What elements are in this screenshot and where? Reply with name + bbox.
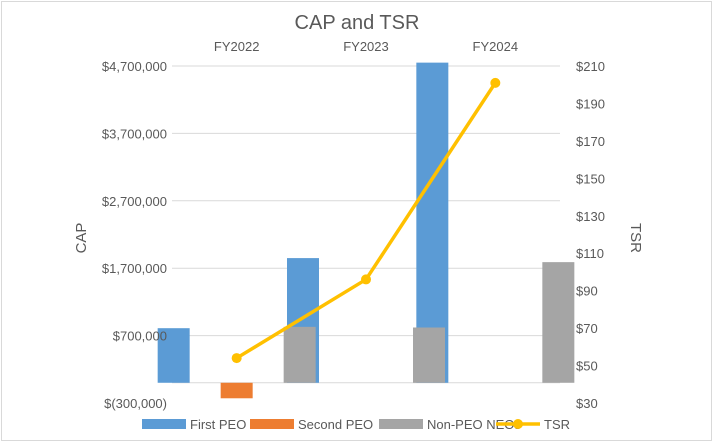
tsr-point-fy2023 <box>361 274 371 285</box>
category-label-fy2024: FY2024 <box>473 39 519 54</box>
y-right-tick-label: $130 <box>576 209 605 224</box>
category-labels: FY2022 FY2023 FY2024 <box>214 39 518 54</box>
y-left-tick-label: $4,700,000 <box>102 59 167 74</box>
tsr-point-fy2022 <box>231 353 242 364</box>
y-right-tick-label: $30 <box>576 396 598 411</box>
legend: First PEO Second PEO Non-PEO NEOs TSR <box>142 417 570 432</box>
y-left-tick-label: $700,000 <box>113 329 167 344</box>
y-left-tick-label: $2,700,000 <box>102 194 167 209</box>
bar-non-peo-neos-fy2024 <box>542 262 575 383</box>
tsr-point-fy2024 <box>490 77 501 88</box>
y-right-tick-label: $70 <box>576 321 598 336</box>
bar-non-peo-neos-fy2023 <box>413 327 445 383</box>
legend-label-second-peo: Second PEO <box>298 417 373 432</box>
y-right-tick-label: $110 <box>576 246 604 261</box>
y-left-tick-label: $1,700,000 <box>102 261 167 276</box>
chart-title: CAP and TSR <box>295 12 420 34</box>
y-right-tick-label: $170 <box>576 134 605 149</box>
bar-non-peo-neos-fy2022 <box>283 326 316 383</box>
y-right-tick-label: $210 <box>576 59 605 74</box>
legend-label-tsr: TSR <box>544 417 570 432</box>
y-right-tick-label: $90 <box>576 284 598 299</box>
category-label-fy2023: FY2023 <box>343 39 389 54</box>
legend-swatch-first-peo <box>142 419 186 429</box>
y-right-tick-label: $50 <box>576 359 598 374</box>
y-right-tick-label: $190 <box>576 96 605 111</box>
legend-label-first-peo: First PEO <box>190 417 246 432</box>
bar-second-peo-fy2022 <box>220 382 253 399</box>
y-right-tick-label: $150 <box>576 171 605 186</box>
y-axis-left-label: CAP <box>73 223 90 254</box>
y-left-tick-label: $3,700,000 <box>102 126 167 141</box>
legend-swatch-non-peo-neos <box>379 419 423 429</box>
category-label-fy2022: FY2022 <box>214 39 260 54</box>
legend-marker-tsr <box>513 419 523 429</box>
bar-first-peo-fy2022 <box>157 328 190 383</box>
legend-label-non-peo-neos: Non-PEO NEOs <box>427 417 521 432</box>
tsr-line <box>235 81 497 360</box>
y-left-tick-label: $(300,000) <box>104 396 167 411</box>
legend-swatch-second-peo <box>250 419 294 429</box>
y-axis-right-label: TSR <box>627 223 644 253</box>
